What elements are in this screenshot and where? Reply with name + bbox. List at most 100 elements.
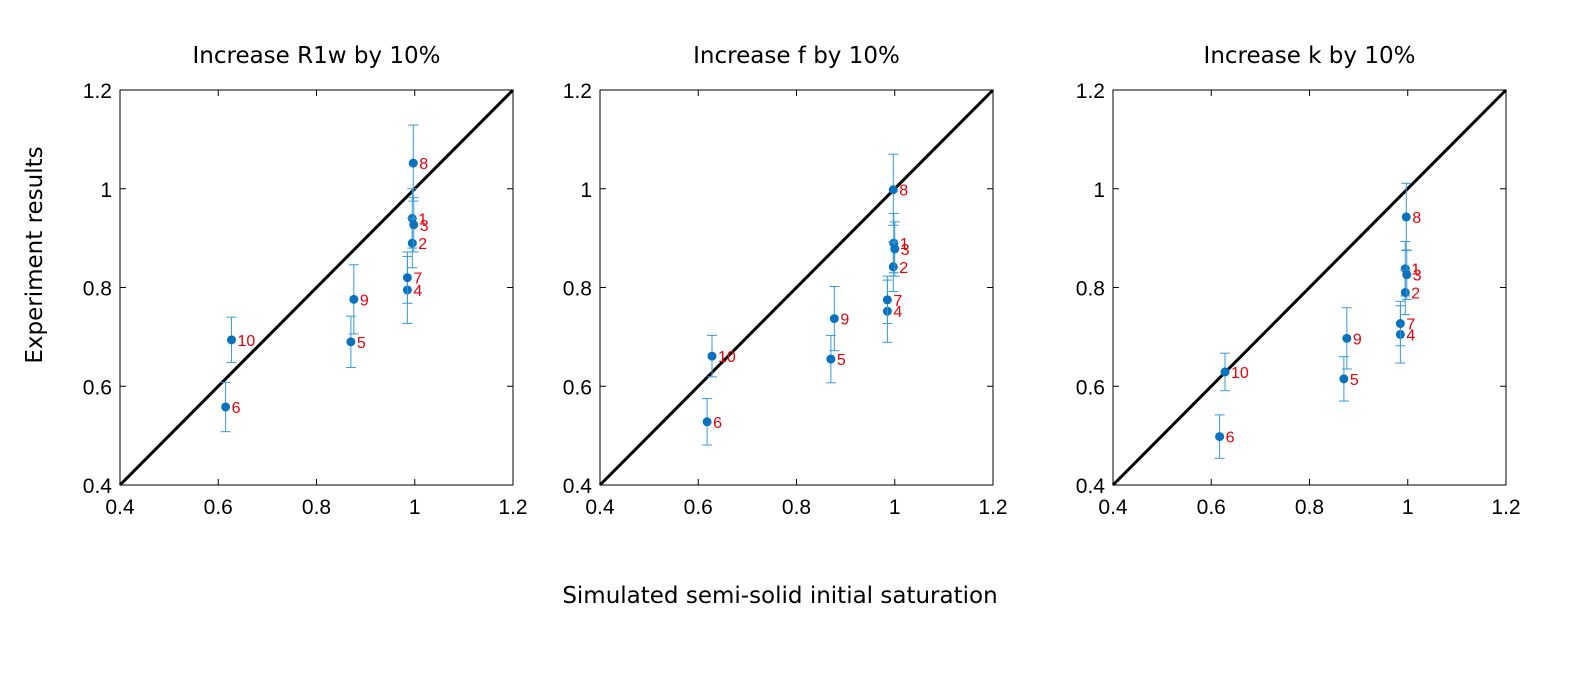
data-point-10: 10 xyxy=(707,334,736,378)
data-point-2: 2 xyxy=(888,241,908,292)
marker xyxy=(409,220,419,230)
x-tick-label: 0.6 xyxy=(1197,496,1226,519)
point-label: 2 xyxy=(1411,285,1420,302)
x-tick-label: 1 xyxy=(1402,496,1414,519)
data-point-9: 9 xyxy=(829,286,849,352)
data-point-9: 9 xyxy=(1341,307,1362,370)
marker xyxy=(407,238,417,248)
x-tick-label: 0.6 xyxy=(684,496,713,519)
marker xyxy=(227,335,237,345)
point-label: 7 xyxy=(413,271,422,288)
x-axis-label: Simulated semi-solid initial saturation xyxy=(562,583,997,609)
point-label: 4 xyxy=(893,304,902,321)
point-label: 4 xyxy=(413,283,422,300)
y-tick-label: 0.6 xyxy=(1076,376,1105,399)
marker xyxy=(221,402,231,412)
y-tick-label: 0.8 xyxy=(83,278,112,301)
x-tick-label: 0.4 xyxy=(585,496,615,519)
point-label: 5 xyxy=(357,335,366,352)
y-tick-label: 0.6 xyxy=(563,376,592,399)
marker xyxy=(707,351,717,361)
data-point-6: 6 xyxy=(702,398,722,446)
x-tick-label: 1.2 xyxy=(1491,496,1520,519)
data-point-10: 10 xyxy=(1220,352,1249,392)
data-point-2: 2 xyxy=(1400,269,1420,316)
marker xyxy=(346,337,356,347)
panel-1: Increase R1w by 10% 0.4 0.6 0.8 1 1.2 0.4 0.6 0.… xyxy=(83,43,528,519)
point-label: 9 xyxy=(840,312,849,329)
y-tick-label: 0.8 xyxy=(1076,278,1105,301)
y-tick-label: 0.6 xyxy=(83,376,112,399)
point-label: 2 xyxy=(418,236,427,253)
y-tick-label: 0.4 xyxy=(1076,475,1106,498)
y-tick-label: 1.2 xyxy=(1076,80,1105,103)
panel-3: Increase k by 10% 0.4 0.6 0.8 1 1.2 0.4 0.6 0.8 1… xyxy=(1076,43,1521,519)
marker xyxy=(408,158,418,168)
point-label: 3 xyxy=(420,218,429,235)
data-point-7: 7 xyxy=(1395,300,1415,347)
point-label: 6 xyxy=(713,415,722,432)
marker xyxy=(826,354,836,364)
panel-title: Increase f by 10% xyxy=(693,43,900,69)
point-label: 2 xyxy=(899,260,908,277)
data-point-5: 5 xyxy=(825,334,846,384)
point-label: 8 xyxy=(1412,210,1421,227)
marker xyxy=(1400,287,1410,297)
data-point-8: 8 xyxy=(888,153,908,226)
x-tick-label: 0.4 xyxy=(1098,496,1128,519)
x-tick-label: 1 xyxy=(409,496,421,519)
x-tick-label: 0.4 xyxy=(105,496,135,519)
data-point-4: 4 xyxy=(882,279,902,343)
marker xyxy=(402,273,412,283)
panel-2: Increase f by 10% 0.4 0.6 0.8 1 1.2 0.4 0.6 0.8 1… xyxy=(563,43,1008,519)
data-point-5: 5 xyxy=(345,315,366,368)
marker xyxy=(888,185,898,195)
y-tick-label: 1 xyxy=(100,179,112,202)
marker xyxy=(888,262,898,272)
x-tick-label: 0.6 xyxy=(204,496,233,519)
point-label: 3 xyxy=(901,242,910,259)
y-tick-label: 1.2 xyxy=(83,80,112,103)
y-tick-label: 0.4 xyxy=(83,475,113,498)
marker xyxy=(1402,270,1412,280)
data-point-10: 10 xyxy=(226,316,256,364)
x-tick-label: 1.2 xyxy=(978,496,1007,519)
point-label: 1 xyxy=(1411,262,1420,279)
x-tick-label: 1 xyxy=(889,496,901,519)
data-point-8: 8 xyxy=(1401,182,1421,251)
marker xyxy=(349,294,359,304)
point-label: 10 xyxy=(238,333,256,350)
y-tick-label: 1 xyxy=(580,179,592,202)
point-label: 8 xyxy=(899,183,908,200)
data-point-8: 8 xyxy=(408,124,428,202)
data-point-5: 5 xyxy=(1338,356,1359,402)
marker xyxy=(882,295,892,305)
x-tick-label: 1.2 xyxy=(498,496,527,519)
marker xyxy=(1342,333,1352,343)
x-tick-label: 0.8 xyxy=(782,496,811,519)
marker xyxy=(1215,432,1225,442)
panel-title: Increase R1w by 10% xyxy=(192,43,440,69)
panels: Increase R1w by 10% 0.4 0.6 0.8 1 1.2 0.4 0.6 0.… xyxy=(83,43,1521,519)
point-label: 9 xyxy=(360,292,369,309)
panel-title: Increase k by 10% xyxy=(1204,43,1416,69)
point-label: 4 xyxy=(1406,327,1415,344)
marker xyxy=(1395,319,1405,329)
data-point-7: 7 xyxy=(882,275,902,325)
point-label: 5 xyxy=(837,352,846,369)
y-axis-label: Experiment results xyxy=(22,146,48,363)
point-label: 7 xyxy=(1406,317,1415,334)
point-label: 6 xyxy=(1226,430,1235,447)
point-label: 9 xyxy=(1353,331,1362,348)
y-tick-label: 0.8 xyxy=(563,278,592,301)
point-label: 3 xyxy=(1413,268,1422,285)
data-point-7: 7 xyxy=(402,251,422,304)
marker xyxy=(1220,367,1230,377)
marker xyxy=(702,417,712,427)
point-label: 6 xyxy=(232,400,241,417)
point-label: 1 xyxy=(900,236,909,253)
marker xyxy=(890,244,900,254)
x-tick-label: 0.8 xyxy=(302,496,331,519)
point-label: 1 xyxy=(418,211,427,228)
